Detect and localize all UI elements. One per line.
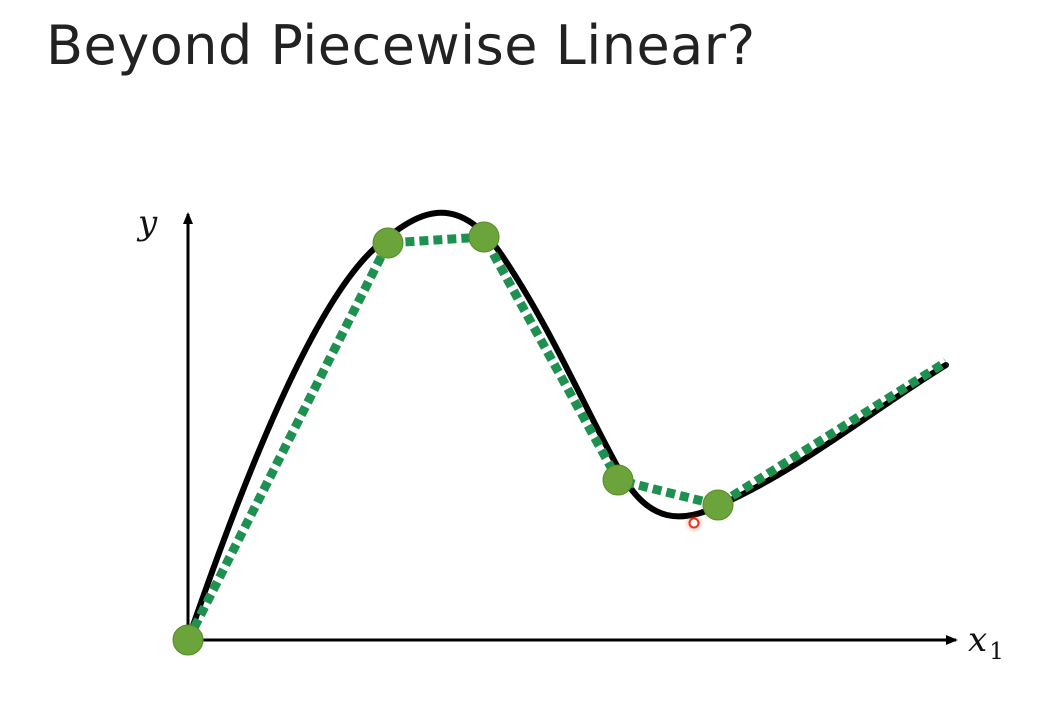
slide-title: Beyond Piecewise Linear? <box>46 14 756 77</box>
piecewise-linear-approximation <box>183 232 949 643</box>
knot-point <box>468 221 500 253</box>
knot-point <box>702 489 734 521</box>
x-axis-label: x1 <box>968 620 1004 665</box>
target-curve <box>185 209 949 643</box>
knot-point <box>172 624 204 656</box>
knot-point <box>372 227 404 259</box>
knot-point <box>602 464 634 496</box>
laser-pointer <box>684 513 704 533</box>
y-axis-label: y <box>136 203 158 243</box>
